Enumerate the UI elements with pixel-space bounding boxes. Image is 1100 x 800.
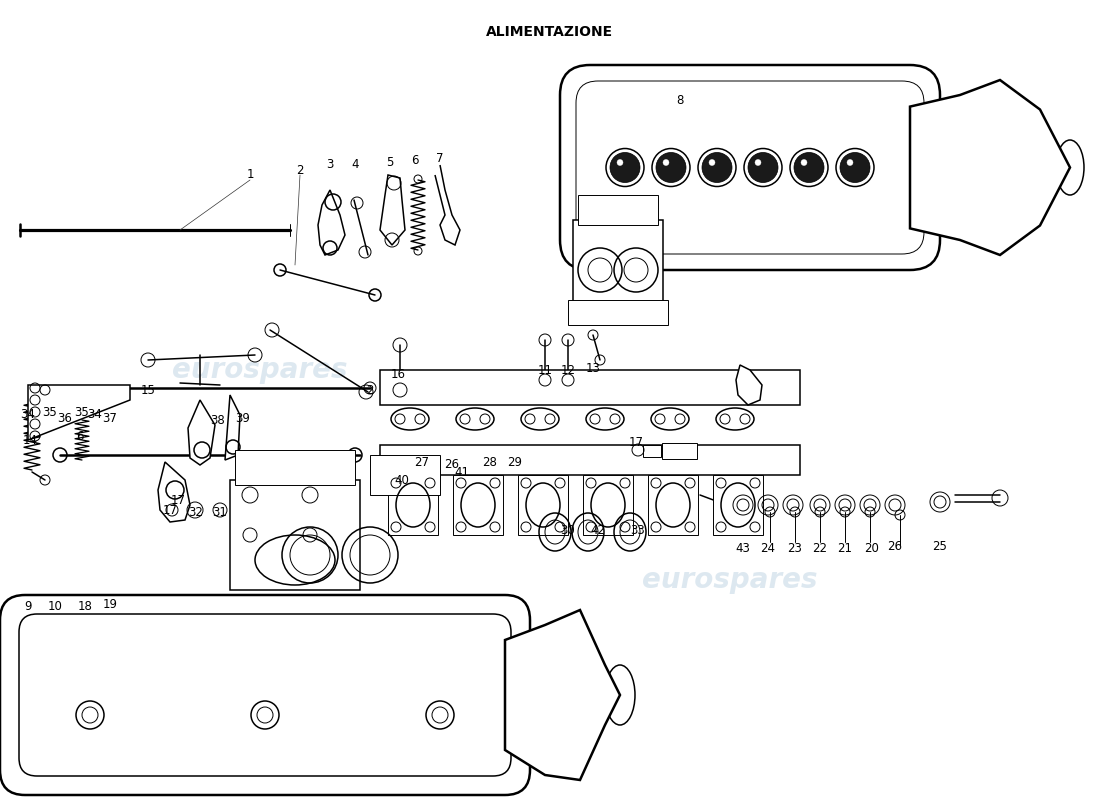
Text: 1: 1 — [246, 169, 254, 182]
Circle shape — [840, 153, 870, 182]
Text: 30: 30 — [561, 523, 575, 537]
Polygon shape — [505, 610, 620, 780]
Text: 26: 26 — [888, 539, 902, 553]
Text: 35: 35 — [43, 406, 57, 418]
Text: 23: 23 — [788, 542, 802, 554]
Bar — [379, 370, 800, 405]
Bar — [578, 195, 658, 225]
Bar — [388, 475, 438, 535]
Text: 7: 7 — [437, 151, 443, 165]
Text: 29: 29 — [507, 455, 522, 469]
Text: 13: 13 — [585, 362, 601, 374]
Text: 17: 17 — [170, 494, 186, 506]
Text: 27: 27 — [415, 457, 429, 470]
Text: 3: 3 — [327, 158, 333, 171]
Bar — [713, 475, 763, 535]
Text: 11: 11 — [538, 363, 552, 377]
Text: 40: 40 — [395, 474, 409, 486]
Bar — [230, 480, 360, 590]
Circle shape — [656, 153, 686, 182]
Text: 14: 14 — [22, 434, 37, 446]
Text: 28: 28 — [483, 457, 497, 470]
Bar — [518, 475, 568, 535]
FancyBboxPatch shape — [63, 628, 468, 762]
Text: 24: 24 — [760, 542, 775, 554]
Text: 22: 22 — [813, 542, 827, 554]
Circle shape — [617, 159, 623, 166]
FancyBboxPatch shape — [560, 65, 940, 270]
Text: 4: 4 — [351, 158, 359, 171]
Circle shape — [748, 153, 778, 182]
FancyBboxPatch shape — [576, 81, 924, 254]
Text: 42: 42 — [591, 523, 605, 537]
Text: 37: 37 — [102, 411, 118, 425]
Text: 26: 26 — [444, 458, 460, 471]
Bar — [235, 450, 355, 485]
Text: 35: 35 — [75, 406, 89, 418]
Bar — [370, 455, 440, 495]
Text: 8: 8 — [676, 94, 684, 106]
Text: 10: 10 — [47, 601, 63, 614]
Text: 31: 31 — [212, 506, 228, 518]
Circle shape — [610, 153, 640, 182]
Text: eurospares: eurospares — [173, 356, 348, 384]
Text: 12: 12 — [561, 363, 575, 377]
Polygon shape — [188, 400, 214, 465]
Text: 15: 15 — [141, 383, 155, 397]
Bar — [379, 445, 800, 475]
Bar — [662, 443, 697, 459]
Polygon shape — [318, 190, 345, 255]
FancyBboxPatch shape — [576, 81, 924, 254]
Text: 32: 32 — [188, 506, 204, 518]
Bar — [568, 300, 668, 325]
Polygon shape — [379, 175, 405, 245]
Text: 19: 19 — [102, 598, 118, 611]
Text: 36: 36 — [57, 411, 73, 425]
Text: 16: 16 — [390, 369, 406, 382]
Circle shape — [847, 159, 852, 166]
Text: 6: 6 — [411, 154, 419, 166]
Text: 43: 43 — [736, 542, 750, 554]
Bar — [644, 445, 661, 457]
Circle shape — [801, 159, 807, 166]
Bar — [648, 475, 698, 535]
Polygon shape — [158, 462, 190, 522]
Text: 5: 5 — [386, 155, 394, 169]
Polygon shape — [910, 80, 1070, 255]
Text: 34: 34 — [88, 409, 102, 422]
Text: 41: 41 — [454, 466, 470, 478]
FancyBboxPatch shape — [19, 614, 512, 776]
Text: 33: 33 — [630, 523, 646, 537]
Text: 17: 17 — [163, 503, 177, 517]
Circle shape — [755, 159, 761, 166]
Text: 21: 21 — [837, 542, 852, 554]
Bar — [573, 220, 663, 320]
Polygon shape — [736, 365, 762, 405]
Text: 34: 34 — [21, 409, 35, 422]
FancyBboxPatch shape — [0, 595, 530, 795]
Polygon shape — [28, 385, 130, 440]
Text: 25: 25 — [933, 539, 947, 553]
Text: 20: 20 — [865, 542, 879, 554]
Text: 2: 2 — [296, 163, 304, 177]
Text: 17: 17 — [628, 435, 643, 449]
Polygon shape — [434, 165, 460, 245]
Text: 18: 18 — [78, 601, 92, 614]
Text: 38: 38 — [210, 414, 225, 426]
Bar — [583, 475, 632, 535]
Text: eurospares: eurospares — [642, 566, 817, 594]
Polygon shape — [226, 395, 240, 460]
Bar — [453, 475, 503, 535]
Text: 39: 39 — [235, 411, 251, 425]
Text: 9: 9 — [24, 601, 32, 614]
Text: 6: 6 — [76, 430, 84, 442]
Text: ALIMENTAZIONE: ALIMENTAZIONE — [486, 25, 614, 39]
Circle shape — [794, 153, 824, 182]
Text: 2: 2 — [366, 383, 374, 397]
Circle shape — [702, 153, 732, 182]
Circle shape — [710, 159, 715, 166]
Circle shape — [663, 159, 669, 166]
